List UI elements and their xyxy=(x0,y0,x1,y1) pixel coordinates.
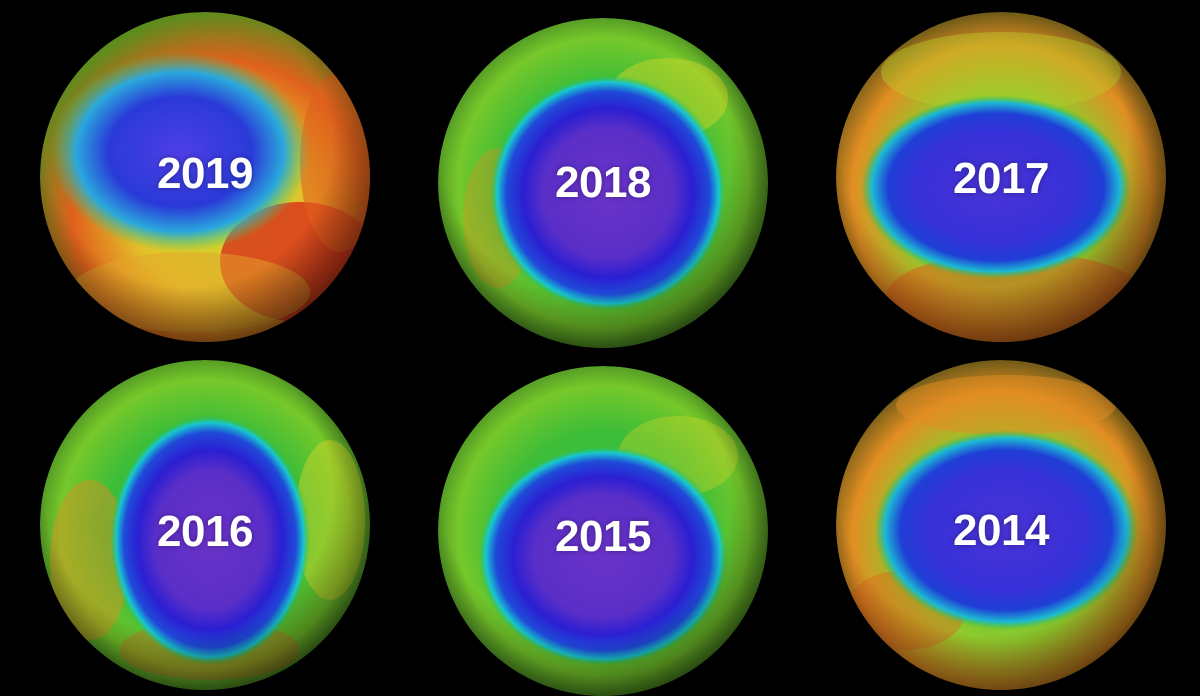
ozone-comparison-image: 2019 2018 2017 2 xyxy=(40,12,1166,696)
globe-2018: 2018 xyxy=(438,18,768,348)
globe-2015: 2015 xyxy=(438,366,768,696)
year-label: 2018 xyxy=(555,158,651,207)
year-label: 2014 xyxy=(953,506,1049,555)
globe-2019: 2019 xyxy=(40,12,370,342)
year-label: 2019 xyxy=(157,149,253,198)
globe-2016: 2016 xyxy=(40,360,370,690)
globe-2017: 2017 xyxy=(836,12,1166,342)
globe-2018-map xyxy=(438,18,768,348)
year-label: 2016 xyxy=(157,507,253,556)
globe-2014: 2014 xyxy=(836,360,1166,690)
globe-2016-map xyxy=(40,360,370,690)
globe-2015-map xyxy=(438,366,768,696)
globe-2017-map xyxy=(836,12,1166,342)
globe-2019-map xyxy=(40,12,370,342)
year-label: 2015 xyxy=(555,512,651,561)
year-label: 2017 xyxy=(953,154,1049,203)
globe-2014-map xyxy=(836,360,1166,690)
